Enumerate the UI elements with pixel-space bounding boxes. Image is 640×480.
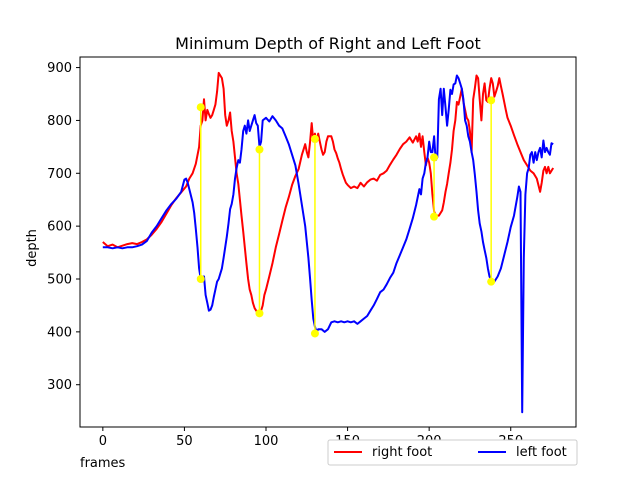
marker-dot-top-0 — [196, 103, 205, 112]
legend-label-right-foot: right foot — [372, 445, 432, 460]
legend: right foot left foot — [327, 439, 578, 466]
y-tick-label: 400 — [47, 325, 72, 340]
y-axis-label: depth — [25, 229, 40, 267]
marker-dot-bottom-3 — [430, 212, 439, 221]
x-tick-label: 50 — [176, 434, 193, 449]
marker-dot-bottom-1 — [255, 309, 264, 318]
marker-dot-top-2 — [310, 134, 319, 143]
y-tick-label: 600 — [47, 220, 72, 235]
y-tick-label: 800 — [47, 114, 72, 129]
plot-frame — [79, 56, 577, 428]
y-tick-label: 500 — [47, 273, 72, 288]
series-line-right-foot — [102, 71, 555, 313]
marker-dot-bottom-4 — [487, 277, 496, 286]
marker-dot-top-3 — [430, 153, 439, 162]
x-tick-label: 100 — [254, 434, 279, 449]
marker-dot-bottom-0 — [196, 275, 205, 283]
x-axis-label: frames — [80, 456, 126, 471]
y-tick-label: 300 — [47, 378, 72, 393]
plot-area — [79, 56, 577, 428]
x-tick-label: 0 — [99, 434, 107, 449]
y-axis: 300 400 500 600 700 800 900 — [47, 61, 80, 393]
legend-frame — [327, 439, 578, 466]
marker-dot-top-4 — [487, 96, 496, 105]
legend-label-left-foot: left foot — [516, 445, 567, 460]
series-line-left-foot — [102, 74, 554, 414]
marker-dot-bottom-2 — [310, 329, 319, 338]
marker-dot-top-1 — [255, 145, 264, 154]
chart-title: Minimum Depth of Right and Left Foot — [175, 34, 481, 53]
y-tick-label: 900 — [47, 61, 72, 76]
y-tick-label: 700 — [47, 167, 72, 182]
